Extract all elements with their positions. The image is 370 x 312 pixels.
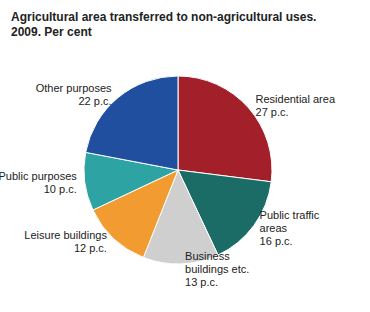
svg-text:27 p.c.: 27 p.c.	[256, 106, 289, 118]
svg-text:16 p.c.: 16 p.c.	[260, 235, 293, 247]
svg-text:Other purposes: Other purposes	[36, 82, 112, 94]
svg-text:Agricultural area transferred: Agricultural area transferred to non-agr…	[11, 10, 316, 24]
svg-text:Residential area: Residential area	[256, 93, 336, 105]
svg-text:2009. Per cent: 2009. Per cent	[11, 25, 92, 39]
svg-text:Leisure buildings: Leisure buildings	[24, 229, 107, 241]
svg-text:12 p.c.: 12 p.c.	[74, 242, 107, 254]
svg-text:Public purposes: Public purposes	[0, 170, 77, 182]
svg-text:areas: areas	[260, 222, 288, 234]
svg-text:Business: Business	[185, 250, 233, 262]
svg-text:Public traffic: Public traffic	[260, 209, 323, 221]
svg-text:13 p.c.: 13 p.c.	[185, 276, 218, 288]
svg-text:buildings etc.: buildings etc.	[185, 263, 249, 275]
svg-text:22 p.c.: 22 p.c.	[79, 95, 112, 107]
svg-text:10 p.c.: 10 p.c.	[44, 183, 77, 195]
